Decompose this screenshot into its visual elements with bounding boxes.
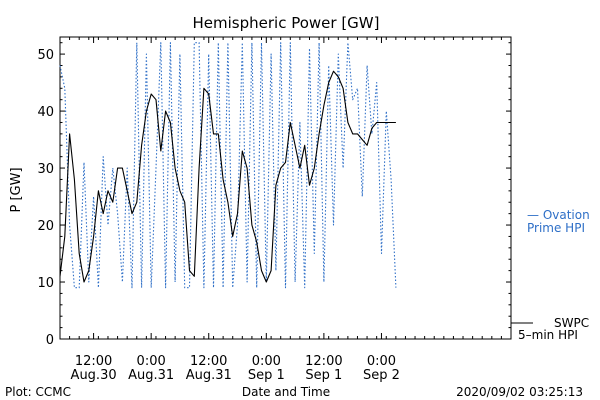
x-tick-label-date-4: Sep 1 xyxy=(305,368,342,383)
footer-timestamp: 2020/09/02 03:25:13 xyxy=(456,385,583,399)
x-axis-label: Date and Time xyxy=(242,385,330,399)
x-tick-label-date-5: Sep 2 xyxy=(363,368,400,383)
legend-swpc-line2: 5–min HPI xyxy=(518,328,578,342)
x-tick-label-date-1: Aug.31 xyxy=(128,368,174,383)
y-axis-label: P [GW] xyxy=(9,167,24,212)
x-tick-label-date-0: Aug.30 xyxy=(71,368,117,383)
plot-frame xyxy=(59,36,512,340)
x-tick-label-time-4: 12:00 xyxy=(305,354,342,369)
x-tick-label-time-2: 12:00 xyxy=(190,354,227,369)
y-tick-label-30: 30 xyxy=(37,162,54,177)
legend-ovation-line1: — Ovation xyxy=(527,208,590,222)
legend-ovation-line2: Prime HPI xyxy=(527,221,585,235)
x-tick-label-time-3: 0:00 xyxy=(252,354,281,369)
x-tick-label-time-1: 0:00 xyxy=(137,354,166,369)
y-tick-label-0: 0 xyxy=(46,333,54,348)
x-axis: 12:00Aug.300:00Aug.3112:00Aug.310:00Sep … xyxy=(69,37,502,383)
legend-swpc-line1: SWPC xyxy=(554,316,589,330)
y-tick-label-20: 20 xyxy=(37,219,54,234)
series-line-swpc-hpi xyxy=(59,70,396,283)
legend: — Ovation Prime HPI SWPC 5–min HPI xyxy=(511,208,590,342)
footer-credit: Plot: CCMC xyxy=(5,385,71,399)
y-tick-label-50: 50 xyxy=(37,48,54,63)
y-tick-label-40: 40 xyxy=(37,105,54,120)
chart-title: Hemispheric Power [GW] xyxy=(193,14,380,32)
x-tick-label-date-3: Sep 1 xyxy=(248,368,285,383)
series-line-ovation-prime-hpi xyxy=(59,42,397,289)
x-tick-label-date-2: Aug.31 xyxy=(186,368,232,383)
y-tick-label-10: 10 xyxy=(37,276,54,291)
y-axis: 0 10 20 30 40 50 xyxy=(37,42,511,348)
series-layer xyxy=(59,42,397,289)
x-tick-label-time-0: 12:00 xyxy=(75,354,112,369)
x-tick-label-time-5: 0:00 xyxy=(367,354,396,369)
